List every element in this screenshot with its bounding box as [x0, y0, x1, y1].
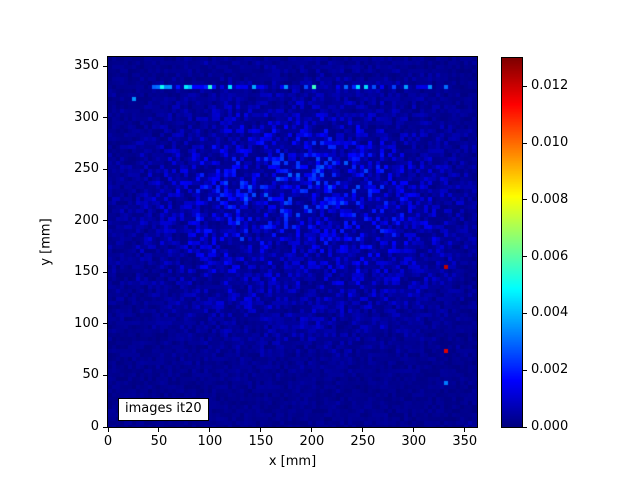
x-tick-350-mark: [464, 428, 466, 432]
y-tick-100-label: 100: [74, 315, 99, 331]
colorbar-tick-0.006-mark: [523, 256, 527, 258]
y-tick-100-mark: [103, 323, 107, 325]
x-tick-0-mark: [107, 428, 109, 432]
y-tick-250-label: 250: [74, 161, 99, 177]
colorbar-canvas: [502, 58, 522, 427]
x-tick-200-mark: [311, 428, 313, 432]
x-tick-300-mark: [413, 428, 415, 432]
heatmap-canvas: [108, 57, 477, 427]
y-tick-50-label: 50: [82, 367, 99, 383]
x-tick-250-label: 250: [350, 434, 376, 449]
y-tick-300-mark: [103, 117, 107, 119]
x-tick-250-mark: [362, 428, 364, 432]
annotation-box: images it20: [118, 398, 209, 421]
x-tick-0-label: 0: [103, 434, 113, 449]
y-tick-350-mark: [103, 65, 107, 67]
y-tick-250-mark: [103, 168, 107, 170]
colorbar-tick-0.010-mark: [523, 142, 527, 144]
x-tick-100-label: 100: [197, 434, 223, 449]
x-tick-200-label: 200: [299, 434, 325, 449]
y-tick-150-mark: [103, 271, 107, 273]
y-tick-150-label: 150: [74, 264, 99, 280]
x-tick-50-mark: [158, 428, 160, 432]
y-tick-0-label: 0: [90, 419, 99, 434]
x-tick-100-mark: [209, 428, 211, 432]
colorbar-tick-0.004-mark: [523, 312, 527, 314]
colorbar-tick-0.008-mark: [523, 199, 527, 201]
colorbar-tick-0.006-label: 0.006: [531, 248, 569, 264]
colorbar-tick-0.008-label: 0.008: [531, 191, 569, 207]
colorbar-tick-0.000-label: 0.000: [531, 419, 569, 434]
x-tick-150-label: 150: [248, 434, 274, 449]
colorbar-tick-0.002-label: 0.002: [531, 362, 569, 378]
y-tick-200-mark: [103, 220, 107, 222]
colorbar-tick-0.012-label: 0.012: [531, 78, 569, 94]
y-tick-0-mark: [103, 426, 107, 428]
colorbar-tick-0.000-mark: [523, 426, 527, 428]
y-tick-300-label: 300: [74, 109, 99, 125]
y-axis-label: y [mm]: [38, 218, 54, 266]
plot-area: images it20: [107, 56, 478, 428]
x-tick-350-label: 350: [452, 434, 478, 449]
x-tick-50-label: 50: [150, 434, 168, 449]
y-tick-350-label: 350: [74, 58, 99, 74]
x-tick-300-label: 300: [401, 434, 427, 449]
x-axis-label: x [mm]: [268, 454, 317, 469]
y-tick-200-label: 200: [74, 212, 99, 228]
colorbar: [501, 57, 523, 428]
colorbar-tick-0.010-label: 0.010: [531, 135, 569, 151]
colorbar-tick-0.004-label: 0.004: [531, 305, 569, 321]
colorbar-tick-0.002-mark: [523, 369, 527, 371]
x-tick-150-mark: [260, 428, 262, 432]
y-tick-50-mark: [103, 374, 107, 376]
colorbar-tick-0.012-mark: [523, 85, 527, 87]
annotation-label: images it20: [125, 401, 202, 416]
